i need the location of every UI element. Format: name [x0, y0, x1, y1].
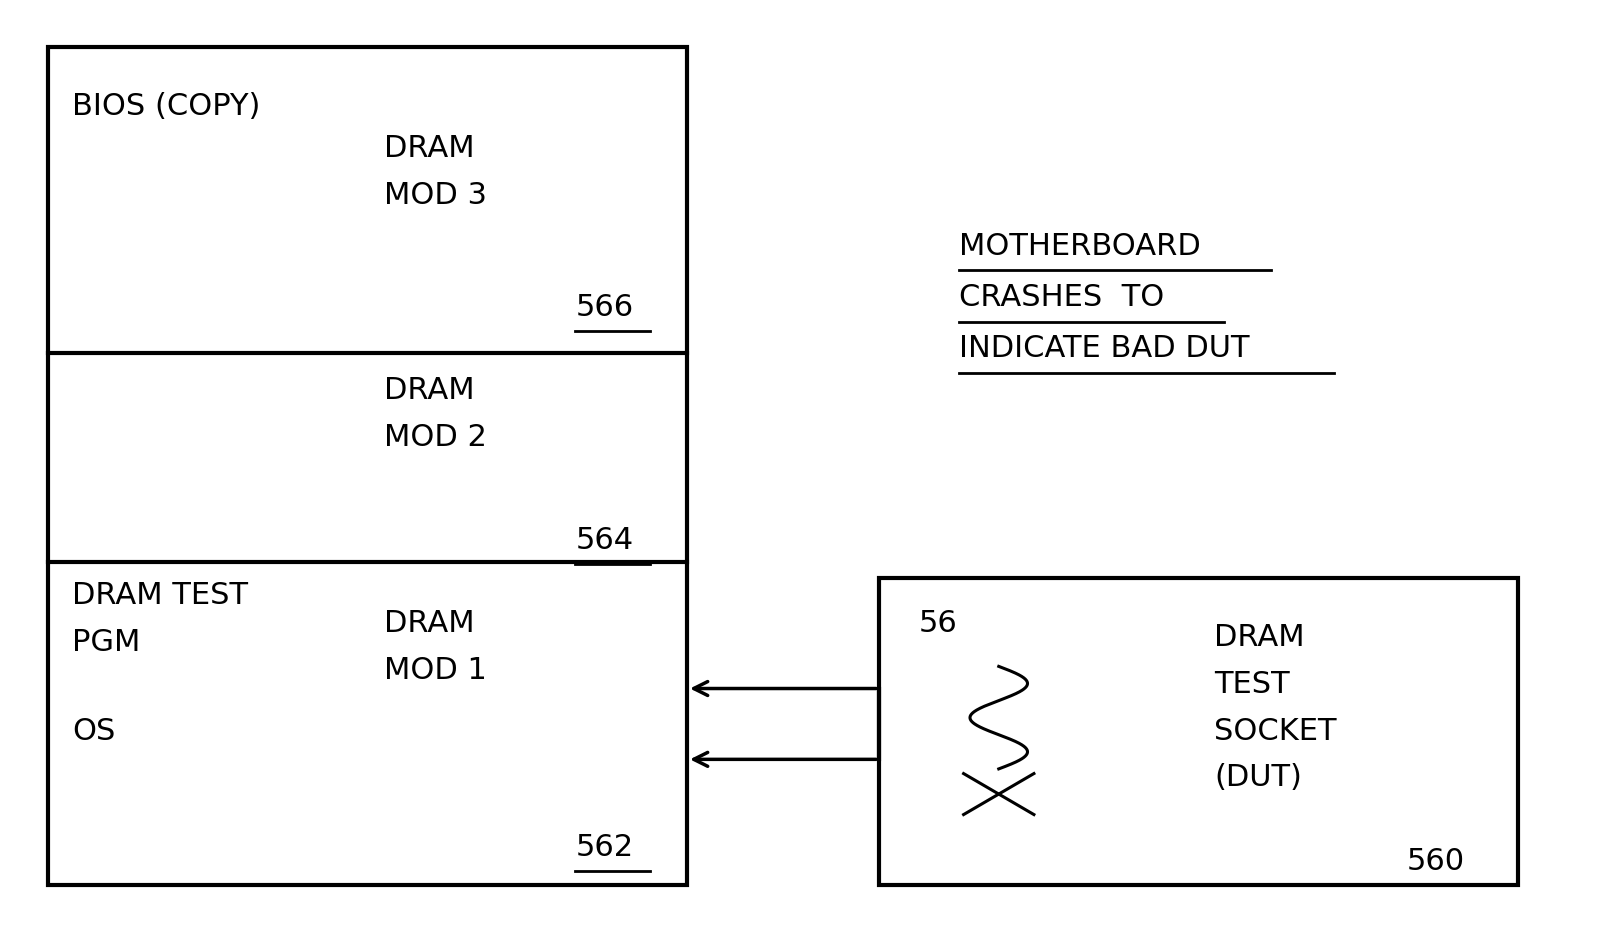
Text: INDICATE BAD DUT: INDICATE BAD DUT: [959, 335, 1250, 363]
Text: 56: 56: [919, 610, 957, 638]
Text: DRAM: DRAM: [384, 377, 475, 405]
Text: CRASHES  TO: CRASHES TO: [959, 283, 1163, 312]
Text: (DUT): (DUT): [1214, 763, 1302, 792]
Text: 564: 564: [575, 526, 633, 555]
Bar: [879, 578, 1518, 885]
Text: OS: OS: [72, 717, 115, 746]
Text: PGM: PGM: [72, 628, 141, 657]
Text: SOCKET: SOCKET: [1214, 717, 1338, 746]
Text: 562: 562: [575, 833, 633, 862]
Bar: [48, 47, 687, 885]
Text: DRAM: DRAM: [384, 134, 475, 163]
Text: MOTHERBOARD: MOTHERBOARD: [959, 232, 1200, 261]
Text: DRAM: DRAM: [1214, 624, 1306, 652]
Text: MOD 2: MOD 2: [384, 423, 486, 452]
Text: DRAM: DRAM: [384, 610, 475, 638]
Text: MOD 1: MOD 1: [384, 656, 486, 685]
Text: 566: 566: [575, 293, 633, 322]
Text: TEST: TEST: [1214, 670, 1290, 699]
Text: 560: 560: [1406, 847, 1464, 876]
Text: DRAM TEST: DRAM TEST: [72, 582, 248, 610]
Text: MOD 3: MOD 3: [384, 181, 486, 210]
Text: BIOS (COPY): BIOS (COPY): [72, 92, 260, 121]
